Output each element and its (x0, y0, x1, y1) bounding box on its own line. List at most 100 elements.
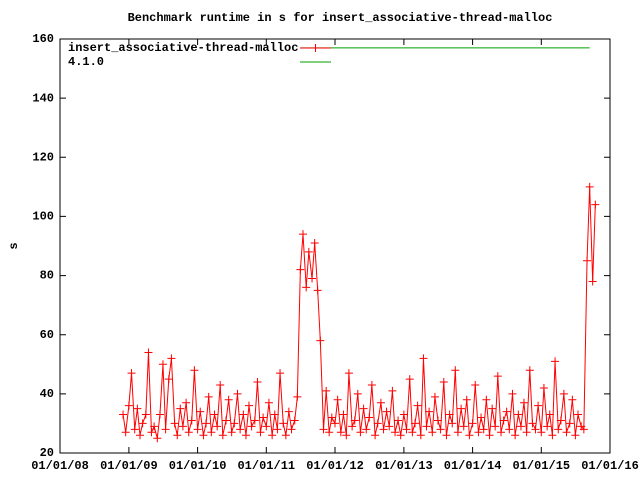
legend-label: 4.1.0 (68, 55, 104, 69)
x-tick-label: 01/01/14 (444, 459, 502, 473)
point-marker (356, 428, 365, 437)
point-marker (565, 419, 574, 428)
point-marker (135, 431, 144, 440)
point-marker (244, 401, 253, 410)
point-marker (127, 369, 136, 378)
point-marker (493, 372, 502, 381)
point-marker (322, 386, 331, 395)
point-marker (344, 369, 353, 378)
point-marker (167, 354, 176, 363)
point-marker (138, 419, 147, 428)
point-marker (591, 200, 600, 209)
point-marker (327, 413, 336, 422)
point-marker (471, 380, 480, 389)
point-marker (516, 422, 525, 431)
point-marker (362, 425, 371, 434)
point-marker (207, 428, 216, 437)
point-marker (539, 383, 548, 392)
x-tick-label: 01/01/16 (581, 459, 639, 473)
point-marker (218, 431, 227, 440)
point-marker (430, 392, 439, 401)
point-marker (308, 274, 317, 283)
point-marker (250, 416, 259, 425)
point-marker (190, 366, 199, 375)
point-marker (124, 401, 133, 410)
y-tick-label: 60 (40, 328, 54, 342)
y-tick-label: 120 (32, 150, 54, 164)
point-marker (543, 422, 552, 431)
point-marker (353, 389, 362, 398)
point-marker (502, 407, 511, 416)
point-marker (528, 419, 537, 428)
point-marker (451, 366, 460, 375)
point-marker (319, 425, 328, 434)
point-marker (399, 410, 408, 419)
point-marker (253, 378, 262, 387)
point-marker (224, 395, 233, 404)
point-marker (247, 422, 256, 431)
point-marker (256, 428, 265, 437)
point-marker (359, 404, 368, 413)
point-marker (302, 283, 311, 292)
x-tick-label: 01/01/10 (169, 459, 227, 473)
point-marker (373, 419, 382, 428)
y-tick-label: 80 (40, 269, 54, 283)
point-marker (147, 428, 156, 437)
point-marker (534, 401, 543, 410)
point-marker (410, 419, 419, 428)
point-marker (579, 425, 588, 434)
point-marker (436, 425, 445, 434)
point-marker (164, 375, 173, 384)
point-marker (537, 428, 546, 437)
point-marker (465, 431, 474, 440)
point-marker (262, 422, 271, 431)
y-tick-label: 160 (32, 32, 54, 46)
point-marker (433, 416, 442, 425)
y-tick-label: 20 (40, 446, 54, 460)
point-marker (204, 392, 213, 401)
point-marker (551, 357, 560, 366)
point-marker (588, 277, 597, 286)
point-marker (453, 428, 462, 437)
point-marker (391, 428, 400, 437)
point-marker (583, 256, 592, 265)
point-marker (474, 428, 483, 437)
point-marker (153, 434, 162, 443)
point-marker (290, 416, 299, 425)
point-marker (182, 398, 191, 407)
point-marker (442, 431, 451, 440)
point-marker (428, 428, 437, 437)
point-marker (459, 422, 468, 431)
point-marker (448, 419, 457, 428)
point-marker (568, 395, 577, 404)
point-marker (457, 404, 466, 413)
point-marker (468, 419, 477, 428)
point-marker (559, 389, 568, 398)
point-marker (176, 404, 185, 413)
point-marker (133, 404, 142, 413)
point-marker (270, 410, 279, 419)
point-marker (585, 182, 594, 191)
point-marker (382, 407, 391, 416)
x-tick-label: 01/01/08 (31, 459, 89, 473)
point-marker (287, 425, 296, 434)
point-marker (150, 422, 159, 431)
point-marker (196, 407, 205, 416)
point-marker (574, 410, 583, 419)
point-marker (202, 419, 211, 428)
point-marker (119, 410, 128, 419)
x-tick-label: 01/01/09 (100, 459, 158, 473)
point-marker (413, 401, 422, 410)
point-marker (141, 410, 150, 419)
point-marker (187, 416, 196, 425)
point-marker (514, 410, 523, 419)
point-marker (339, 410, 348, 419)
y-tick-label: 140 (32, 91, 54, 105)
point-marker (130, 425, 139, 434)
point-marker (304, 247, 313, 256)
plot-frame (59, 38, 611, 454)
point-marker (416, 431, 425, 440)
point-marker (210, 410, 219, 419)
point-marker (477, 413, 486, 422)
point-marker (342, 431, 351, 440)
